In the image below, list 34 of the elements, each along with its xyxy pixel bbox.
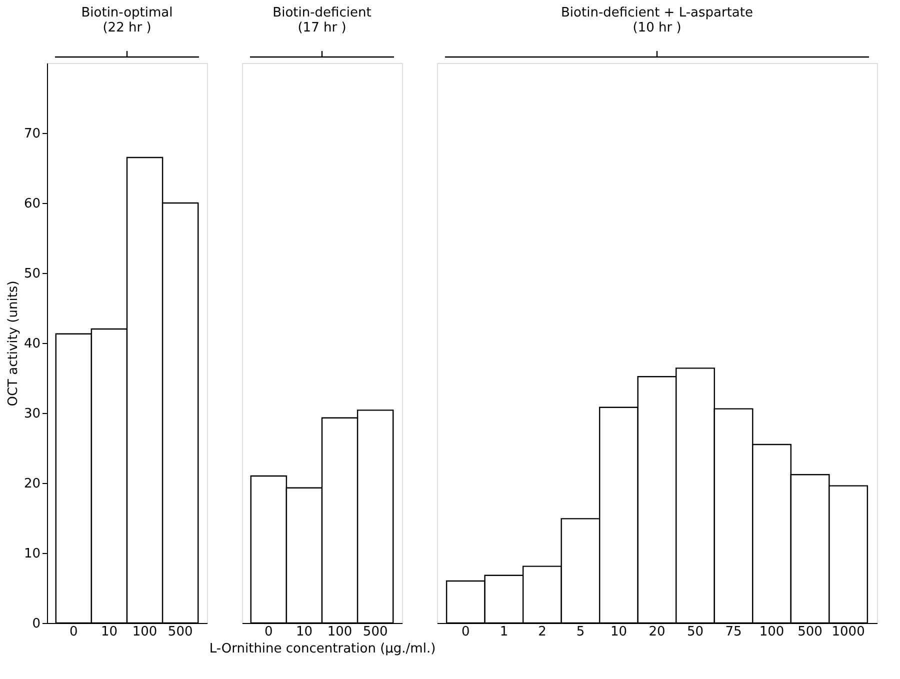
x-tick-label: 10: [610, 624, 628, 640]
y-tick-label: 30: [24, 406, 40, 422]
y-tick-label: 40: [24, 336, 40, 352]
x-tick-label: 500: [168, 624, 193, 640]
x-tick-label: 100: [759, 624, 784, 640]
y-tick-label: 20: [24, 476, 40, 492]
x-tick-label: 5: [576, 624, 585, 640]
x-tick-label: 10: [100, 624, 118, 640]
text: Biotin-deficient: [272, 5, 372, 20]
x-tick-label: 1000: [832, 624, 865, 640]
text: (22 hr ): [102, 20, 152, 36]
x-tick-label: 500: [362, 624, 388, 640]
text: Biotin-deficient + L-aspartate: [561, 5, 753, 20]
y-tick-label: 10: [24, 546, 40, 562]
x-tick-label: 75: [725, 624, 742, 640]
x-tick-label: 20: [648, 624, 666, 640]
x-tick-label: 10: [296, 624, 312, 640]
text: (17 hr ): [298, 20, 346, 36]
x-tick-label: 0: [70, 624, 78, 640]
x-tick-label: 100: [132, 624, 158, 640]
y-axis-title: OCT activity (units): [6, 280, 21, 406]
text: (10 hr ): [632, 20, 682, 36]
x-tick-label: 500: [798, 624, 822, 640]
x-tick-label: 1: [500, 624, 508, 640]
text: Biotin-optimal: [81, 5, 173, 20]
x-tick-label: 0: [462, 624, 470, 640]
x-tick-label: 50: [686, 624, 704, 640]
x-axis-title: L-Ornithine concentration (μg./ml.): [209, 642, 436, 656]
y-tick-label: 60: [24, 196, 40, 212]
x-tick-label: 0: [264, 624, 273, 640]
y-tick-label: 50: [24, 266, 40, 282]
x-tick-label: 2: [538, 624, 546, 640]
y-tick-label: 70: [24, 126, 40, 142]
x-tick-label: 100: [327, 624, 352, 640]
